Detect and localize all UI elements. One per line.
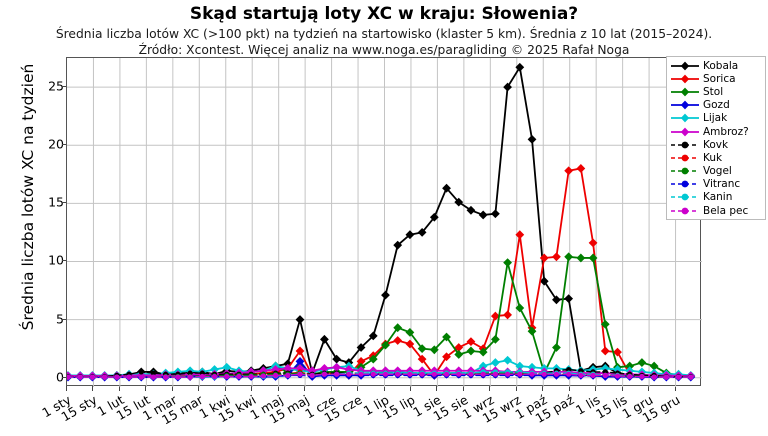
x-tick-mark [304, 386, 306, 391]
x-tick-mark [145, 386, 147, 391]
legend-label: Kanin [703, 191, 733, 204]
legend-label: Kovk [703, 138, 729, 151]
x-tick-mark [330, 386, 332, 391]
x-tick-mark [92, 386, 94, 391]
legend-item-vitranc[interactable]: Vitranc [670, 178, 762, 191]
y-tick-20: 20 [48, 136, 64, 152]
series-sorica [67, 164, 696, 381]
y-tick-mark [62, 86, 67, 88]
x-tick-mark [595, 386, 597, 391]
x-tick-mark [171, 386, 173, 391]
legend-label: Kobala [703, 59, 739, 72]
legend-item-bela-pec[interactable]: Bela pec [670, 204, 762, 217]
y-tick-10: 10 [48, 252, 64, 268]
series-bela-pec [67, 371, 694, 380]
legend-swatch-icon [670, 60, 700, 72]
legend-label: Gozd [703, 99, 730, 112]
legend-swatch-icon [670, 178, 700, 190]
legend-swatch-icon [670, 126, 700, 138]
legend-item-ambroz-[interactable]: Ambroz? [670, 125, 762, 138]
chart-legend: Kobala Sorica Stol Gozd Lijak Ambroz? Kovk Kuk V… [666, 56, 766, 221]
legend-swatch-icon [670, 165, 700, 177]
x-tick-mark [515, 386, 517, 391]
legend-label: Vitranc [703, 178, 741, 191]
legend-item-vogel[interactable]: Vogel [670, 165, 762, 178]
y-tick-mark [62, 318, 67, 320]
legend-label: Lijak [703, 112, 728, 125]
plot-canvas [67, 58, 702, 387]
y-tick-mark [62, 144, 67, 146]
chart-subtitle: Średnia liczba lotów XC (>100 pkt) na ty… [55, 27, 713, 41]
y-tick-mark [62, 376, 67, 378]
legend-swatch-icon [670, 112, 700, 124]
legend-item-kuk[interactable]: Kuk [670, 151, 762, 164]
legend-item-gozd[interactable]: Gozd [670, 99, 762, 112]
y-tick-mark [62, 260, 67, 262]
legend-label: Sorica [703, 72, 736, 85]
legend-swatch-icon [670, 73, 700, 85]
legend-item-kanin[interactable]: Kanin [670, 191, 762, 204]
y-tick-25: 25 [48, 78, 64, 94]
plot-area [66, 57, 702, 387]
x-tick-mark [118, 386, 120, 391]
legend-label: Bela pec [703, 204, 749, 217]
legend-swatch-icon [670, 139, 700, 151]
legend-swatch-icon [670, 205, 700, 217]
legend-item-sorica[interactable]: Sorica [670, 72, 762, 85]
legend-item-lijak[interactable]: Lijak [670, 112, 762, 125]
y-tick-mark [62, 202, 67, 204]
y-tick-15: 15 [48, 194, 64, 210]
legend-item-kobala[interactable]: Kobala [670, 59, 762, 72]
x-tick-mark [357, 386, 359, 391]
legend-swatch-icon [670, 152, 700, 164]
legend-item-kovk[interactable]: Kovk [670, 138, 762, 151]
chart-source-note: Źródło: Xcontest. Więcej analiz na www.n… [138, 43, 630, 57]
legend-label: Stol [703, 85, 724, 98]
legend-swatch-icon [670, 99, 700, 111]
x-tick-mark [621, 386, 623, 391]
legend-label: Vogel [703, 165, 732, 178]
x-tick-mark [277, 386, 279, 391]
x-tick-mark [66, 386, 67, 391]
chart-title: Skąd startują loty XC w kraju: Słowenia? [189, 4, 579, 24]
legend-label: Ambroz? [703, 125, 749, 138]
y-tick-0: 0 [56, 369, 64, 385]
legend-swatch-icon [670, 191, 700, 203]
legend-swatch-icon [670, 86, 700, 98]
x-tick-mark [542, 386, 544, 391]
x-tick-mark [224, 386, 226, 391]
x-tick-mark [436, 386, 438, 391]
series-kobala [67, 62, 696, 381]
x-tick-mark [383, 386, 385, 391]
x-tick-mark [409, 386, 411, 391]
x-tick-mark [198, 386, 200, 391]
x-tick-mark [674, 386, 676, 391]
x-tick-mark [489, 386, 491, 391]
x-tick-mark [568, 386, 570, 391]
legend-label: Kuk [703, 151, 723, 164]
y-tick-5: 5 [56, 311, 64, 327]
x-tick-mark [648, 386, 650, 391]
x-tick-mark [251, 386, 253, 391]
x-tick-mark [462, 386, 464, 391]
legend-item-stol[interactable]: Stol [670, 85, 762, 98]
